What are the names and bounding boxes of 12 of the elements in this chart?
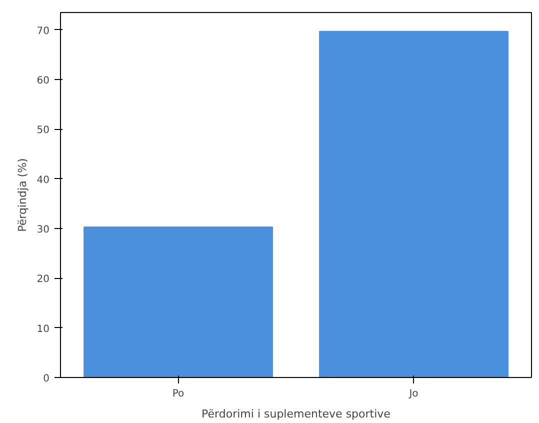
y-tick-label: 30 [36, 224, 50, 236]
y-tick-label: 60 [36, 76, 50, 87]
y-tick-label: 70 [36, 26, 50, 37]
y-tick-label: 0 [43, 374, 50, 384]
x-axis-title: Përdorimi i suplementeve sportive [202, 408, 391, 420]
y-tick-label: 40 [36, 174, 50, 186]
y-axis-title: Përqindja (%) [16, 158, 29, 232]
y-tick-label: 10 [36, 324, 50, 335]
x-tick-label: Jo [408, 388, 418, 400]
x-tick-label: Po [172, 388, 184, 400]
y-tick-label: 50 [36, 125, 50, 136]
y-tick-label: 20 [36, 274, 50, 286]
